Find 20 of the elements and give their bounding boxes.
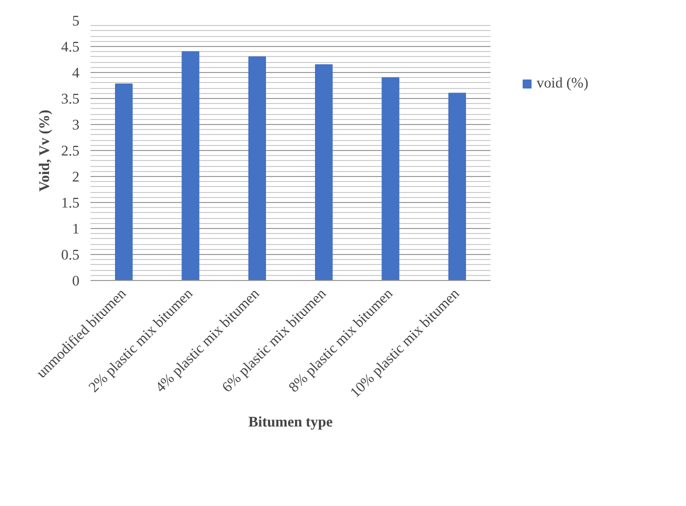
bar: [382, 77, 400, 280]
bar: [448, 92, 466, 280]
y-tick-label: 3.5: [61, 92, 80, 108]
bar: [315, 64, 333, 280]
bar: [182, 51, 200, 280]
x-axis-title: Bitumen type: [248, 414, 334, 431]
y-tick-label: 0: [72, 274, 80, 290]
y-tick-label: 2: [72, 170, 80, 186]
y-tick-label: 3: [72, 118, 80, 134]
bar: [115, 83, 133, 280]
legend-label: void (%): [536, 75, 588, 92]
y-tick-label: 2.5: [61, 144, 80, 160]
y-tick-label: 4.5: [61, 40, 80, 56]
y-tick-label: 5: [72, 14, 80, 30]
y-axis-title: Void, Vv (%): [37, 110, 54, 192]
y-tick-label: 1.5: [61, 196, 80, 212]
y-tick-label: 1: [72, 222, 80, 238]
y-tick-label: 0.5: [61, 248, 80, 264]
bar: [248, 56, 266, 280]
y-tick-label: 4: [72, 66, 80, 82]
